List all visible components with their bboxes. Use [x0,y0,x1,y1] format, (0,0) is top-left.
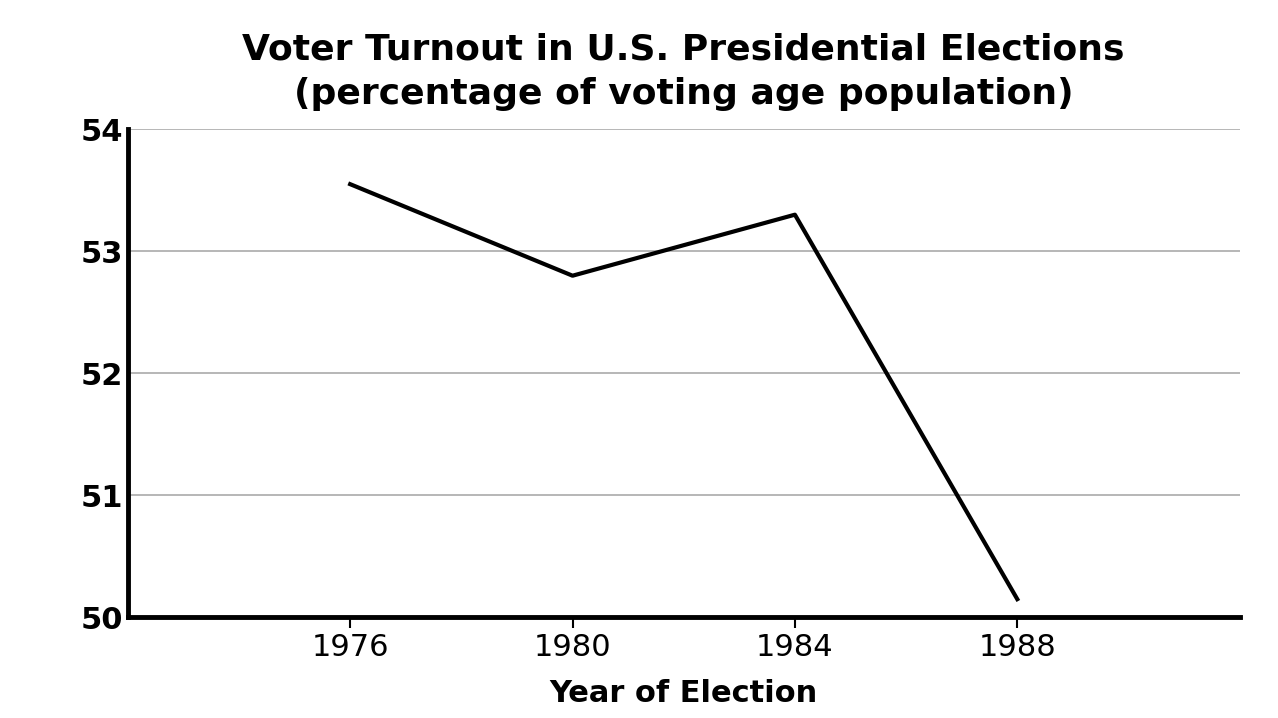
Title: Voter Turnout in U.S. Presidential Elections
(percentage of voting age populatio: Voter Turnout in U.S. Presidential Elect… [243,32,1125,111]
X-axis label: Year of Election: Year of Election [550,679,818,708]
